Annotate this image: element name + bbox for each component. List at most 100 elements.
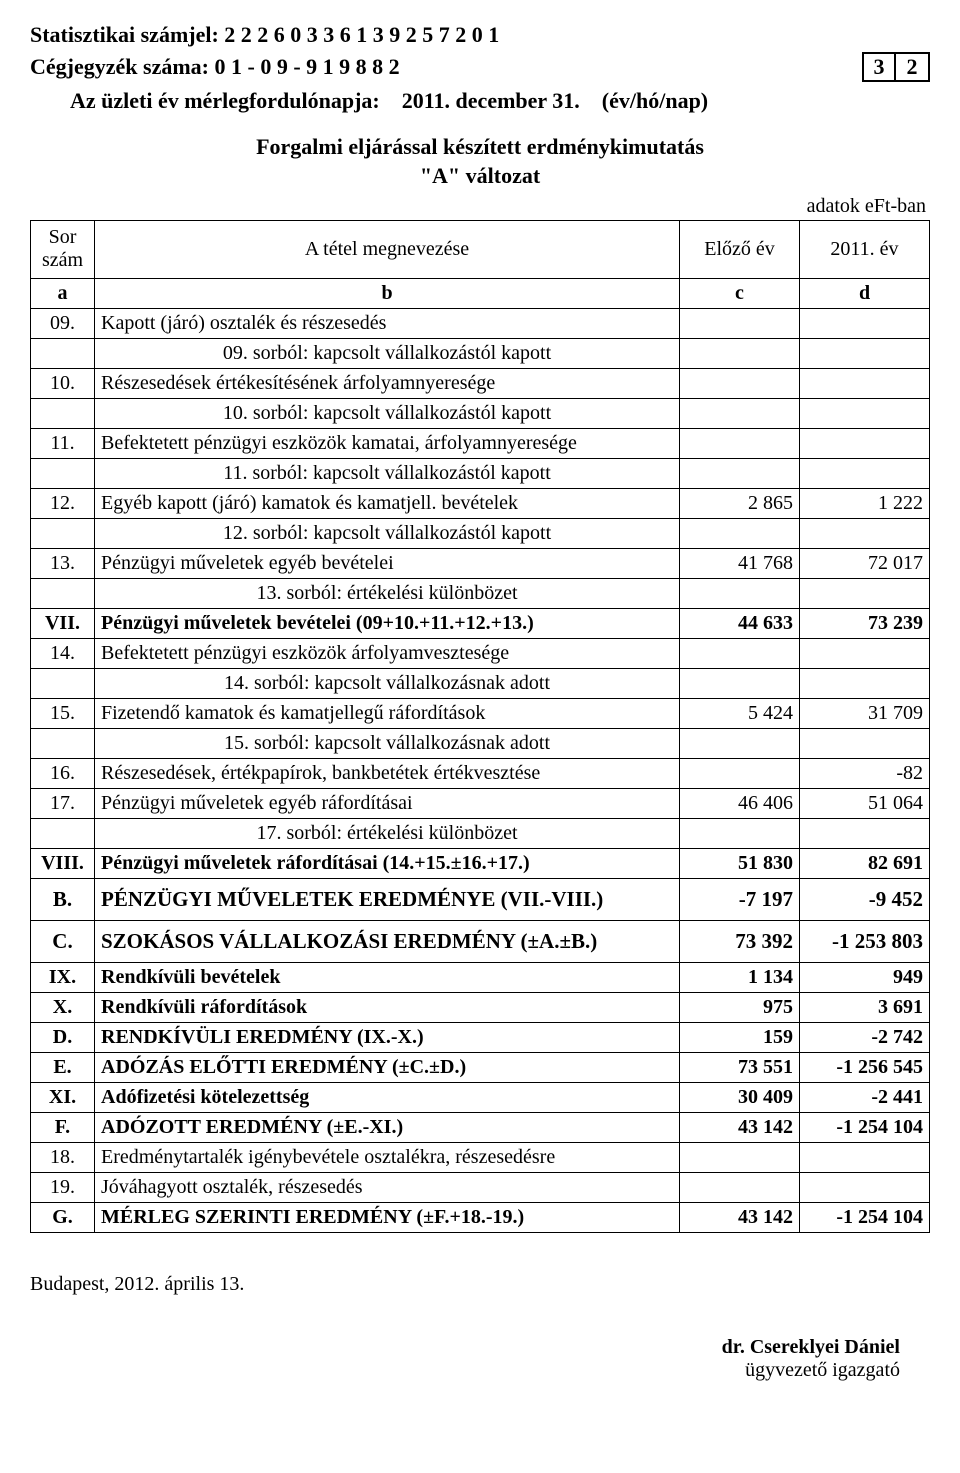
col-header-a: Sor szám [31, 220, 95, 278]
table-row: C.SZOKÁSOS VÁLLALKOZÁSI EREDMÉNY (±A.±B.… [31, 920, 930, 962]
table-row: 12. sorból: kapcsolt vállalkozástól kapo… [31, 518, 930, 548]
row-id: B. [31, 878, 95, 920]
row-id: 11. [31, 428, 95, 458]
row-id: 09. [31, 308, 95, 338]
row-prev-year: 43 142 [680, 1202, 800, 1232]
row-curr-year: 1 222 [800, 488, 930, 518]
footer-place-date: Budapest, 2012. április 13. [30, 1273, 930, 1296]
page-box-1: 3 [862, 52, 896, 82]
table-row: 09. sorból: kapcsolt vállalkozástól kapo… [31, 338, 930, 368]
row-curr-year [800, 668, 930, 698]
row-prev-year: 159 [680, 1022, 800, 1052]
reg-value: 0 1 - 0 9 - 9 1 9 8 8 2 [215, 54, 400, 79]
table-row: 10. sorból: kapcsolt vállalkozástól kapo… [31, 398, 930, 428]
row-label: Rendkívüli ráfordítások [95, 992, 680, 1022]
fy-label: Az üzleti év mérlegfordulónapja: [70, 88, 380, 113]
row-id: XI. [31, 1082, 95, 1112]
row-prev-year: 975 [680, 992, 800, 1022]
title-line2: "A" változat [30, 162, 930, 191]
row-id [31, 818, 95, 848]
row-prev-year [680, 1142, 800, 1172]
table-row: 17. sorból: értékelési különbözet [31, 818, 930, 848]
row-label: ADÓZOTT EREDMÉNY (±E.-XI.) [95, 1112, 680, 1142]
row-curr-year: 3 691 [800, 992, 930, 1022]
row-id: 14. [31, 638, 95, 668]
row-id: 12. [31, 488, 95, 518]
row-curr-year: -9 452 [800, 878, 930, 920]
row-label: Egyéb kapott (járó) kamatok és kamatjell… [95, 488, 680, 518]
row-id: F. [31, 1112, 95, 1142]
table-row: 14. sorból: kapcsolt vállalkozásnak adot… [31, 668, 930, 698]
row-curr-year: 82 691 [800, 848, 930, 878]
row-prev-year [680, 758, 800, 788]
table-row: 09.Kapott (járó) osztalék és részesedés [31, 308, 930, 338]
row-label: Kapott (járó) osztalék és részesedés [95, 308, 680, 338]
row-id: 15. [31, 698, 95, 728]
row-label: 15. sorból: kapcsolt vállalkozásnak adot… [95, 728, 680, 758]
table-row: VII.Pénzügyi műveletek bevételei (09+10.… [31, 608, 930, 638]
row-prev-year: 46 406 [680, 788, 800, 818]
row-id: 18. [31, 1142, 95, 1172]
col-header-b: A tétel megnevezése [95, 220, 680, 278]
title-line1: Forgalmi eljárással készített erdménykim… [30, 133, 930, 162]
table-row: G.MÉRLEG SZERINTI EREDMÉNY (±F.+18.-19.)… [31, 1202, 930, 1232]
row-curr-year [800, 638, 930, 668]
row-prev-year [680, 338, 800, 368]
fy-value: 2011. december 31. [402, 88, 580, 113]
col-key-c: c [680, 278, 800, 308]
table-row: 15.Fizetendő kamatok és kamatjellegű ráf… [31, 698, 930, 728]
row-label: Pénzügyi műveletek egyéb ráfordításai [95, 788, 680, 818]
row-prev-year: 2 865 [680, 488, 800, 518]
row-label: SZOKÁSOS VÁLLALKOZÁSI EREDMÉNY (±A.±B.) [95, 920, 680, 962]
row-prev-year: 41 768 [680, 548, 800, 578]
table-row: 18.Eredménytartalék igénybevétele osztal… [31, 1142, 930, 1172]
row-id [31, 728, 95, 758]
row-curr-year: -1 256 545 [800, 1052, 930, 1082]
row-prev-year: 44 633 [680, 608, 800, 638]
row-label: 14. sorból: kapcsolt vállalkozásnak adot… [95, 668, 680, 698]
reg-id-line: Cégjegyzék száma: 0 1 - 0 9 - 9 1 9 8 8 … [30, 52, 400, 82]
row-curr-year [800, 1142, 930, 1172]
row-curr-year [800, 428, 930, 458]
page-number-boxes: 3 2 [862, 52, 930, 82]
row-label: 17. sorból: értékelési különbözet [95, 818, 680, 848]
table-row: 14.Befektetett pénzügyi eszközök árfolya… [31, 638, 930, 668]
row-prev-year: 5 424 [680, 698, 800, 728]
units-note: adatok eFt-ban [30, 195, 930, 218]
income-statement-table: Sor szám A tétel megnevezése Előző év 20… [30, 220, 930, 1233]
table-row: 17.Pénzügyi műveletek egyéb ráfordításai… [31, 788, 930, 818]
col-header-c: Előző év [680, 220, 800, 278]
row-curr-year: -2 441 [800, 1082, 930, 1112]
row-label: Pénzügyi műveletek ráfordításai (14.+15.… [95, 848, 680, 878]
row-prev-year [680, 518, 800, 548]
row-id: 10. [31, 368, 95, 398]
stat-id-line: Statisztikai számjel: 2 2 2 6 0 3 3 6 1 … [30, 20, 930, 50]
row-id: VIII. [31, 848, 95, 878]
row-curr-year: -1 254 104 [800, 1112, 930, 1142]
table-row: F.ADÓZOTT EREDMÉNY (±E.-XI.)43 142-1 254… [31, 1112, 930, 1142]
row-curr-year: -1 254 104 [800, 1202, 930, 1232]
table-row: 19.Jóváhagyott osztalék, részesedés [31, 1172, 930, 1202]
table-row: 15. sorból: kapcsolt vállalkozásnak adot… [31, 728, 930, 758]
row-curr-year [800, 308, 930, 338]
row-label: MÉRLEG SZERINTI EREDMÉNY (±F.+18.-19.) [95, 1202, 680, 1232]
document-header: Statisztikai számjel: 2 2 2 6 0 3 3 6 1 … [30, 20, 930, 115]
row-curr-year [800, 338, 930, 368]
table-row: 11. sorból: kapcsolt vállalkozástól kapo… [31, 458, 930, 488]
row-curr-year [800, 1172, 930, 1202]
row-curr-year: 31 709 [800, 698, 930, 728]
signatory-name: dr. Csereklyei Dániel [30, 1336, 900, 1359]
table-row: VIII.Pénzügyi műveletek ráfordításai (14… [31, 848, 930, 878]
row-label: Pénzügyi műveletek egyéb bevételei [95, 548, 680, 578]
row-id: VII. [31, 608, 95, 638]
table-row: 12.Egyéb kapott (járó) kamatok és kamatj… [31, 488, 930, 518]
row-curr-year [800, 728, 930, 758]
fy-unit: (év/hó/nap) [602, 88, 708, 113]
row-prev-year [680, 458, 800, 488]
row-curr-year [800, 578, 930, 608]
row-label: Részesedések, értékpapírok, bankbetétek … [95, 758, 680, 788]
row-label: PÉNZÜGYI MŰVELETEK EREDMÉNYE (VII.-VIII.… [95, 878, 680, 920]
row-label: 12. sorból: kapcsolt vállalkozástól kapo… [95, 518, 680, 548]
row-prev-year [680, 728, 800, 758]
reg-label: Cégjegyzék száma: [30, 54, 209, 79]
